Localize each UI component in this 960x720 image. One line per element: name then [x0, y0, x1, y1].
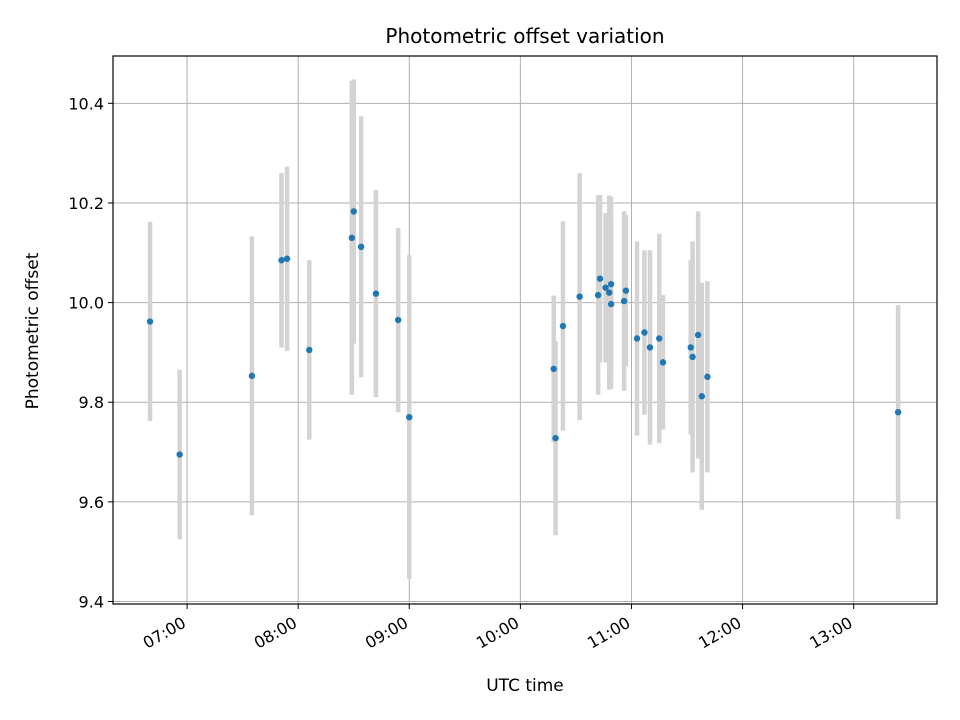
data-point	[633, 335, 641, 342]
data-point	[552, 434, 559, 442]
data-point	[594, 291, 602, 299]
data-point	[687, 344, 694, 351]
data-point	[698, 393, 706, 400]
data-point	[704, 373, 711, 381]
data-point	[576, 293, 583, 300]
data-point	[689, 353, 696, 361]
y-tick-label: 10.0	[68, 294, 104, 313]
data-point	[620, 297, 628, 305]
data-point	[607, 300, 615, 308]
y-tick-label: 10.4	[68, 94, 104, 113]
data-point	[306, 346, 313, 354]
data-point	[176, 451, 183, 458]
y-axis-ticks: 9.4 9.6 9.8 10.0 10.2 10.4	[68, 94, 113, 612]
data-point	[394, 316, 402, 324]
data-point	[646, 344, 654, 351]
data-point	[550, 365, 557, 373]
data-point	[607, 280, 615, 288]
data-point	[894, 409, 902, 416]
data-point	[350, 208, 357, 215]
data-point	[641, 329, 648, 336]
data-point	[248, 372, 256, 380]
data-point	[622, 287, 630, 294]
y-axis-title: Photometric offset	[23, 252, 43, 409]
plot-frame	[112, 55, 938, 605]
data-points	[146, 208, 902, 458]
data-point	[606, 289, 613, 296]
data-point	[146, 318, 154, 325]
data-point	[694, 331, 702, 339]
data-point	[283, 255, 291, 262]
y-tick-label: 10.2	[68, 194, 104, 213]
data-point	[357, 243, 365, 251]
data-point	[348, 234, 356, 242]
y-tick-label: 9.6	[79, 493, 104, 512]
data-point	[278, 257, 285, 264]
data-point	[559, 322, 567, 330]
data-point	[372, 290, 380, 297]
data-point	[602, 284, 609, 291]
data-point	[659, 359, 667, 366]
chart-title: Photometric offset variation	[385, 24, 664, 48]
x-axis-title: UTC time	[486, 676, 564, 696]
data-point	[656, 335, 663, 342]
data-point	[406, 413, 413, 421]
y-tick-label: 9.8	[79, 393, 104, 412]
y-tick-label: 9.4	[79, 593, 104, 612]
data-point	[596, 275, 604, 282]
